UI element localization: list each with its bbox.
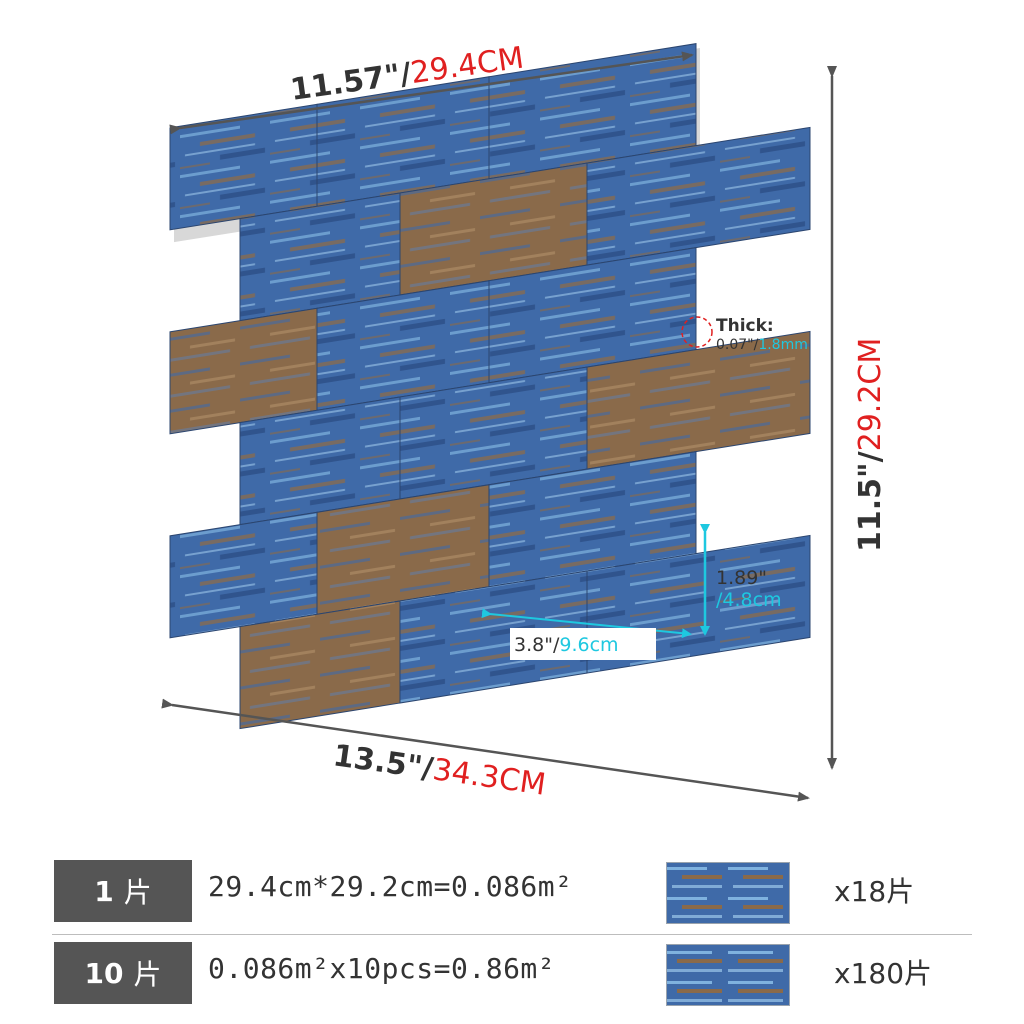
top-width-arrow: [169, 51, 694, 135]
tile: [586, 126, 811, 266]
spec-row-single: 1 片 29.4cm*29.2cm=0.086m² x18片: [52, 858, 972, 926]
quantity-box: 10 片: [54, 942, 192, 1004]
quantity-value: 10: [84, 956, 124, 990]
spec-row-ten: 10 片 0.086m²x10pcs=0.86m² x180片: [52, 940, 972, 1008]
tile-sheet-diagram: 11.57"/29.4CM 13.5"/34.3CM 11.5"/29.2CM …: [161, 41, 888, 803]
quantity-unit: 片: [133, 958, 162, 991]
thick-title: Thick:: [716, 316, 774, 336]
tile-width-arrow: [481, 608, 692, 639]
thickness-marker: [681, 316, 713, 348]
tile-width-label: 3.8"/9.6cm: [514, 634, 619, 656]
tile-width-label-bg: [510, 628, 656, 660]
spec-table: 1 片 29.4cm*29.2cm=0.086m² x18片 10 片 0.08…: [52, 858, 972, 1008]
tile-sheet: [169, 43, 811, 730]
table-divider: [52, 934, 972, 935]
tile-height-inch: 1.89": [716, 567, 767, 589]
piece-count: x180片: [834, 957, 933, 990]
area-calculation: 29.4cm*29.2cm=0.086m²: [208, 870, 573, 903]
bottom-width-arrow: [161, 698, 810, 802]
piece-count: x18片: [834, 875, 915, 908]
quantity-box: 1 片: [54, 860, 192, 922]
area-calculation: 0.086m²x10pcs=0.86m²: [208, 952, 556, 985]
thick-value: 0.07"/1.8mm: [716, 337, 808, 353]
tile-swatch-image: [666, 944, 790, 1006]
tile-swatch-image: [666, 862, 790, 924]
quantity-unit: 片: [123, 876, 152, 909]
bottom-width-label: 13.5"/34.3CM: [331, 738, 548, 802]
tile-height-cm: /4.8cm: [716, 589, 782, 611]
tile: [586, 330, 811, 470]
height-label: 11.5"/29.2CM: [853, 338, 888, 552]
quantity-value: 1: [94, 874, 114, 908]
